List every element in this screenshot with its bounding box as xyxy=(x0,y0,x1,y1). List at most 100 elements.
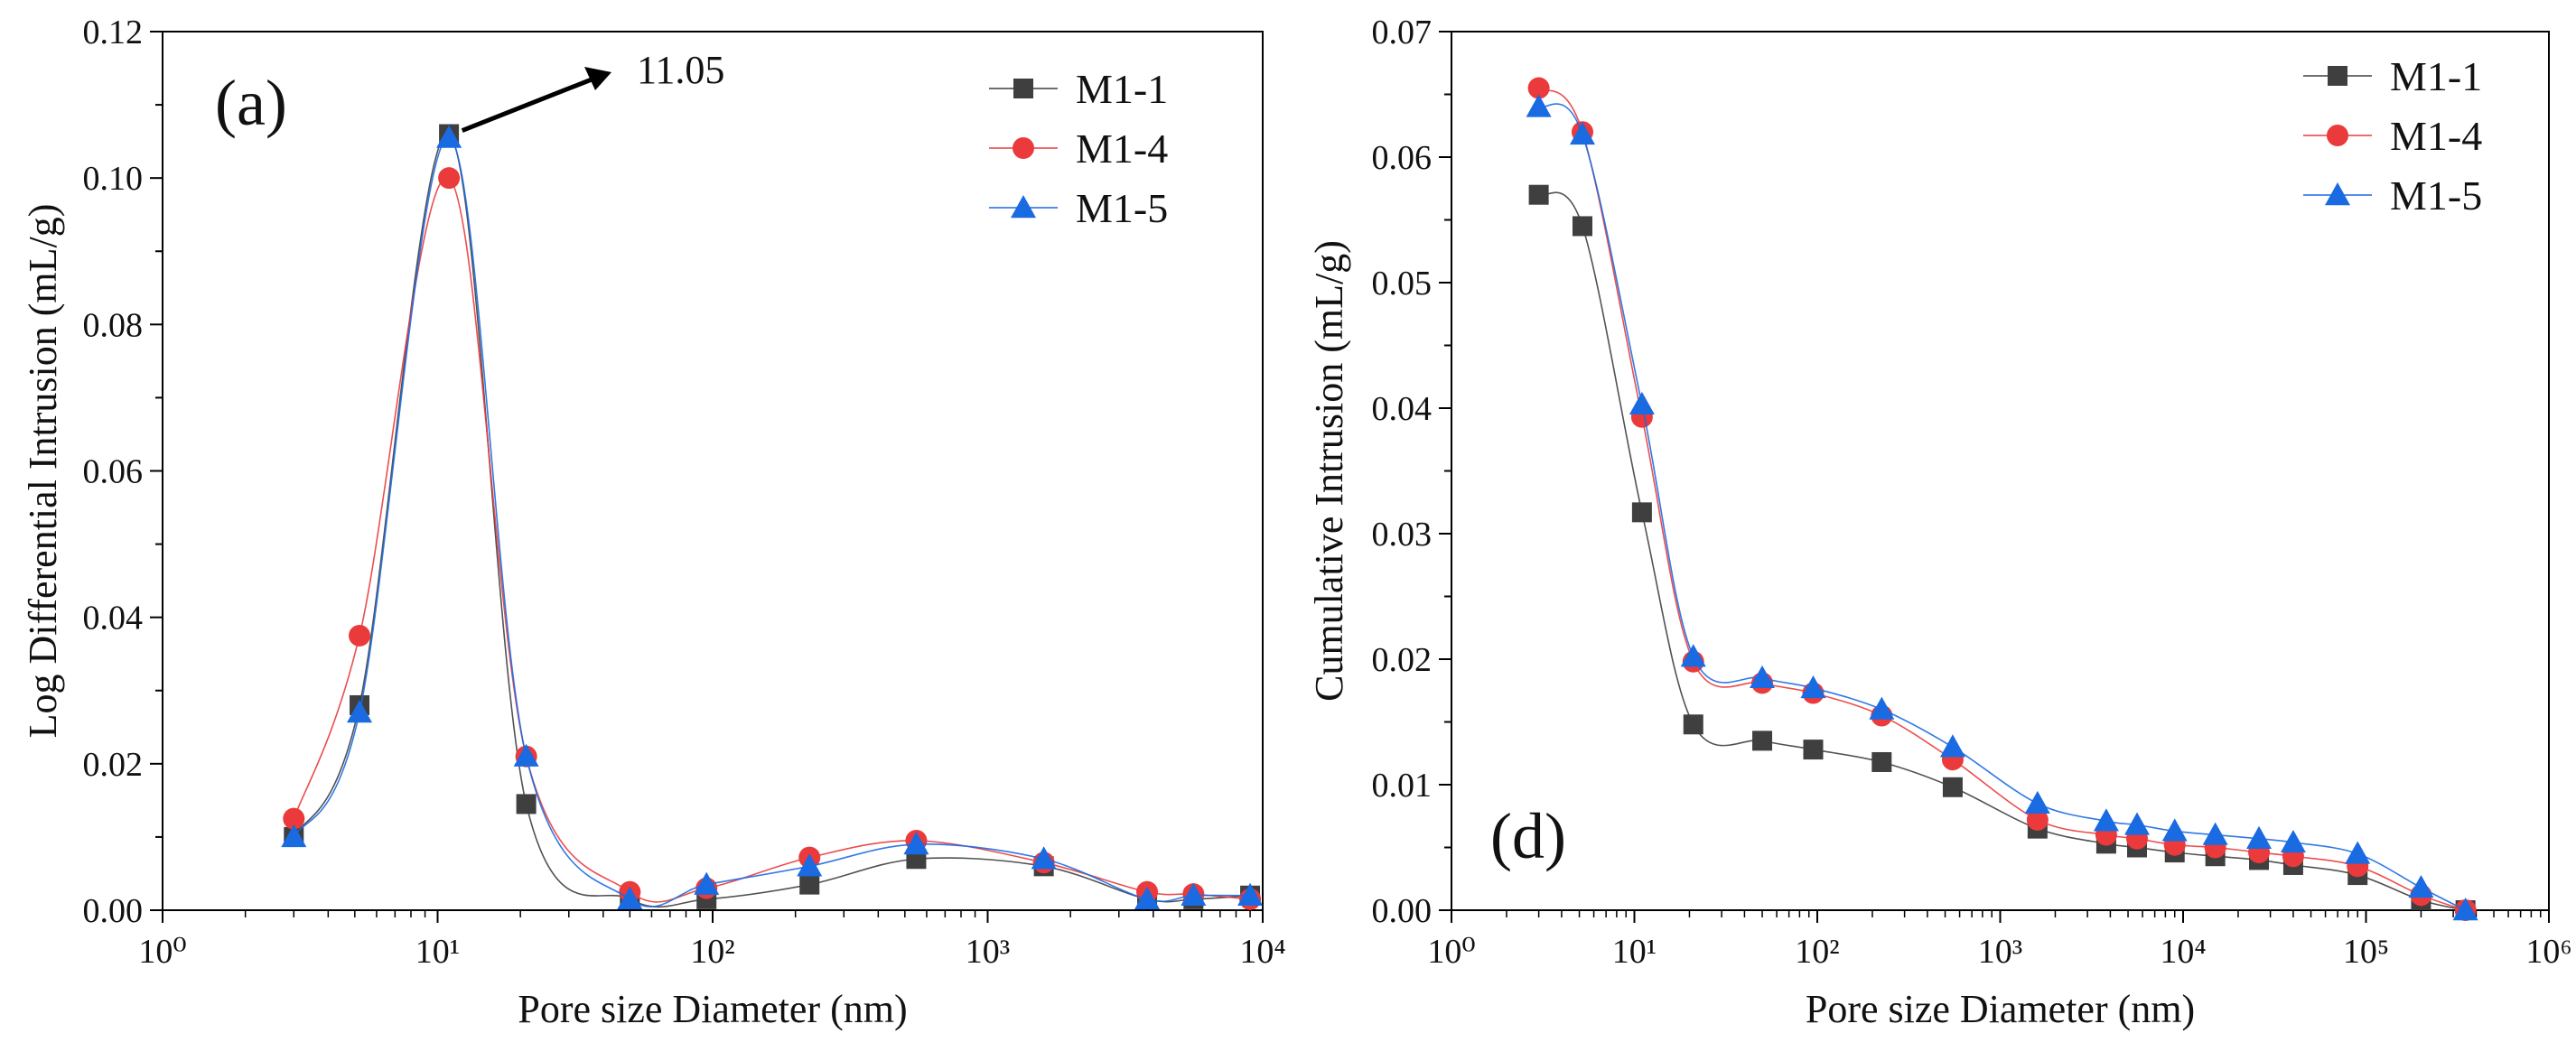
x-tick-label: 10¹ xyxy=(415,933,460,971)
data-point-m1-1 xyxy=(1631,502,1652,523)
chart-panel-a: 0.00 0.02 0.04 0.06 0.08 0.10 0.12 10⁰ 10¹ 10² 10³… xyxy=(21,14,1286,1031)
legend-label: M1-4 xyxy=(1076,126,1168,172)
panel-label: (a) xyxy=(215,67,287,139)
data-point-m1-5 xyxy=(694,871,720,895)
series-line-m1-5 xyxy=(293,136,1251,907)
data-point-m1-5 xyxy=(2345,841,2371,864)
data-point-m1-5 xyxy=(1526,94,1552,117)
x-tick-label: 10⁶ xyxy=(2525,933,2571,971)
data-point-m1-5 xyxy=(2124,812,2151,835)
data-point-m1-5 xyxy=(2093,808,2119,832)
data-point-m1-1 xyxy=(799,874,820,895)
legend-marker xyxy=(1013,79,1033,98)
y-tick-label: 0.03 xyxy=(1372,516,1433,554)
series-line-m1-1 xyxy=(293,133,1251,908)
y-tick-label: 0.12 xyxy=(83,14,144,51)
y-tick-label: 0.02 xyxy=(1372,641,1433,679)
data-point-m1-5 xyxy=(903,832,929,855)
annotation-arrowhead xyxy=(584,67,611,90)
data-point-m1-5 xyxy=(2161,818,2188,842)
legend-label: M1-1 xyxy=(1076,66,1168,112)
x-tick-label: 10⁴ xyxy=(1239,933,1285,971)
data-point-m1-5 xyxy=(513,743,539,767)
data-point-m1-5 xyxy=(1134,886,1161,910)
data-point-m1-1 xyxy=(1752,731,1773,751)
data-point-m1-5 xyxy=(2280,829,2306,853)
legend-marker xyxy=(2325,182,2350,206)
x-tick-label: 10² xyxy=(690,933,734,971)
y-tick-label: 0.06 xyxy=(1372,139,1433,177)
x-tick-label: 10¹ xyxy=(1612,933,1657,971)
data-point-m1-1 xyxy=(1871,751,1892,772)
data-point-m1-1 xyxy=(1803,740,1824,760)
data-point-m1-5 xyxy=(1237,882,1264,906)
y-tick-label: 0.06 xyxy=(83,453,144,491)
data-point-m1-5 xyxy=(436,125,462,148)
y-tick-label: 0.00 xyxy=(1372,892,1433,930)
x-tick-label: 10³ xyxy=(1978,933,2022,971)
series-line-m1-4 xyxy=(293,176,1251,903)
x-tick-label: 10³ xyxy=(966,933,1010,971)
legend-marker xyxy=(2327,125,2348,146)
data-point-m1-5 xyxy=(2408,874,2434,898)
legend-label: M1-5 xyxy=(2390,172,2482,219)
annotation-text: 11.05 xyxy=(637,48,724,92)
data-point-m1-4 xyxy=(2026,808,2049,831)
y-tick-label: 0.00 xyxy=(83,892,144,930)
legend-marker xyxy=(2328,66,2347,86)
x-tick-label: 10² xyxy=(1795,933,1839,971)
data-point-m1-5 xyxy=(1750,665,1776,689)
data-point-m1-4 xyxy=(349,624,371,647)
y-tick-label: 0.04 xyxy=(1372,390,1433,428)
y-tick-label: 0.01 xyxy=(1372,767,1433,805)
data-point-m1-5 xyxy=(1629,391,1655,415)
legend-label: M1-1 xyxy=(2390,53,2482,99)
data-point-m1-5 xyxy=(1680,644,1706,667)
data-point-m1-5 xyxy=(617,886,643,910)
data-point-m1-4 xyxy=(438,167,461,190)
data-point-m1-5 xyxy=(1869,696,1895,720)
plot-frame xyxy=(1451,31,2550,911)
x-tick-label: 10⁵ xyxy=(2343,933,2389,971)
data-point-m1-4 xyxy=(283,807,305,830)
y-tick-label: 0.07 xyxy=(1372,14,1433,51)
data-point-m1-1 xyxy=(1942,777,1963,797)
x-tick-label: 10⁰ xyxy=(1427,933,1475,971)
legend-label: M1-4 xyxy=(2390,113,2482,159)
series-line-m1-4 xyxy=(1538,87,2466,911)
y-tick-label: 0.02 xyxy=(83,746,144,784)
legend-label: M1-5 xyxy=(1076,185,1168,231)
data-point-m1-5 xyxy=(1939,734,1965,758)
series-line-m1-1 xyxy=(1538,191,2466,911)
data-point-m1-5 xyxy=(2202,822,2228,845)
x-tick-label: 10⁰ xyxy=(138,933,186,971)
y-axis-title: Log Differential Intrusion (mL/g) xyxy=(21,204,65,739)
x-axis-title: Pore size Diameter (nm) xyxy=(518,987,907,1031)
data-point-m1-5 xyxy=(797,853,823,877)
y-tick-label: 0.04 xyxy=(83,600,144,638)
chart-panel-d: 0.00 0.01 0.02 0.03 0.04 0.05 0.06 0.07 10⁰ 10¹ 10… xyxy=(1307,14,2572,1031)
x-axis-title: Pore size Diameter (nm) xyxy=(1806,987,2195,1031)
y-axis-title: Cumulative Intrusion (mL/g) xyxy=(1307,240,1351,702)
data-point-m1-5 xyxy=(1569,121,1595,145)
data-point-m1-1 xyxy=(1683,714,1703,735)
legend-marker xyxy=(1013,137,1034,159)
data-point-m1-5 xyxy=(2452,898,2478,921)
x-tick-label: 10⁴ xyxy=(2160,933,2206,971)
data-point-m1-4 xyxy=(1527,77,1550,99)
y-tick-label: 0.08 xyxy=(83,306,144,344)
y-tick-label: 0.10 xyxy=(83,160,144,198)
data-point-m1-5 xyxy=(281,824,307,848)
data-point-m1-5 xyxy=(347,700,373,723)
data-point-m1-5 xyxy=(2246,825,2273,849)
legend-marker xyxy=(1011,195,1036,219)
data-point-m1-5 xyxy=(1031,846,1057,870)
annotation-arrow xyxy=(461,77,593,133)
series-line-m1-5 xyxy=(1538,103,2467,911)
data-point-m1-1 xyxy=(1572,216,1592,237)
y-tick-label: 0.05 xyxy=(1372,265,1433,302)
data-point-m1-5 xyxy=(1181,882,1207,906)
panel-label: (d) xyxy=(1490,800,1566,872)
data-point-m1-1 xyxy=(1528,184,1549,205)
